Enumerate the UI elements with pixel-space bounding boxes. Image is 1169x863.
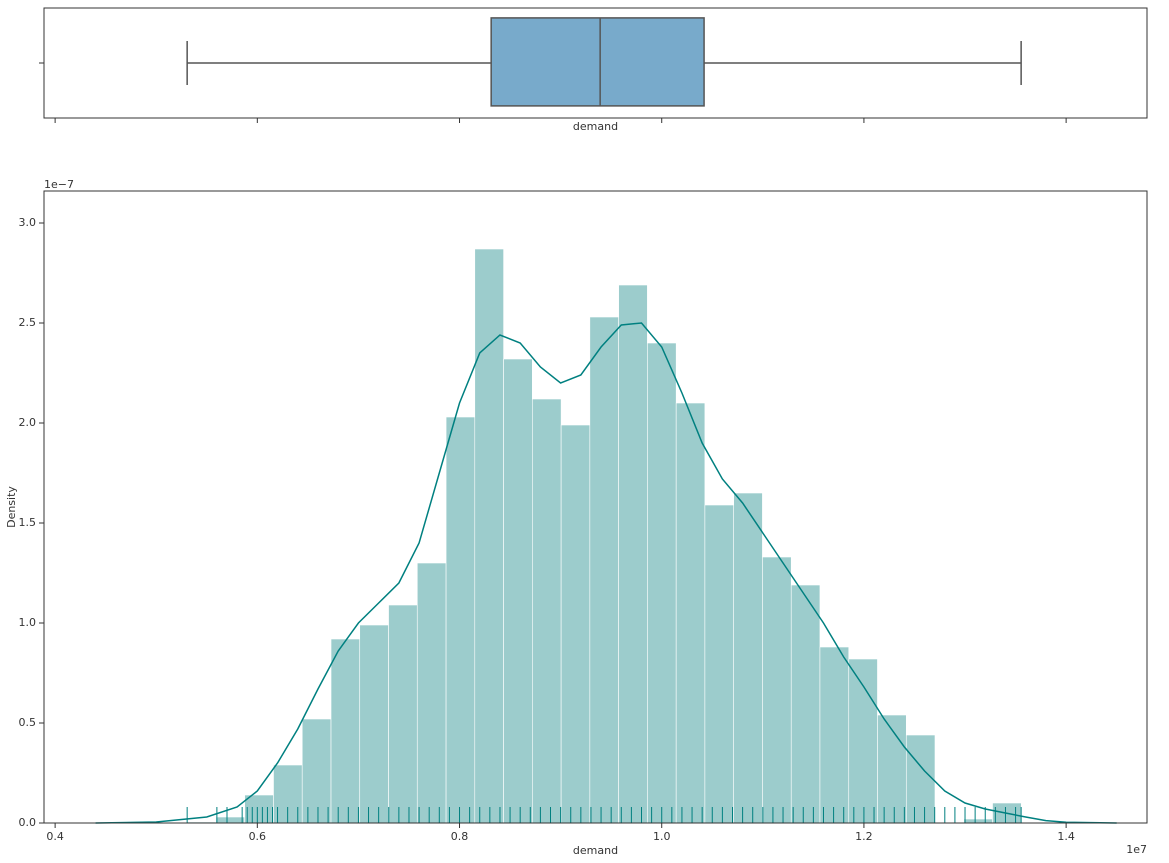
hist-bar — [877, 714, 907, 824]
hist-bar — [790, 584, 821, 824]
hist-bar — [215, 816, 245, 824]
y-tick-label: 1.5 — [19, 516, 37, 529]
hist-bar — [244, 794, 274, 824]
hist-bar — [416, 562, 447, 824]
x-tick-label: 1.0 — [653, 830, 671, 843]
hist-bar — [647, 342, 677, 824]
y-offset-label: 1e−7 — [44, 178, 74, 191]
hist-bar — [589, 316, 619, 824]
x-tick-label: 0.4 — [46, 830, 64, 843]
hist-bar — [388, 604, 418, 824]
hist-bar — [503, 358, 533, 824]
kde-line — [95, 322, 1117, 824]
hist-bar — [359, 624, 389, 824]
x-axis-label: demand — [573, 120, 618, 133]
hist-bar — [963, 818, 993, 824]
x-tick-label: 0.6 — [249, 830, 267, 843]
hist-bar — [330, 638, 361, 824]
hist-bar — [618, 284, 648, 824]
hist-bar — [733, 492, 763, 824]
y-tick-label: 3.0 — [19, 216, 37, 229]
hist-bar — [762, 556, 792, 824]
hist-bar — [704, 504, 735, 824]
x-tick-label: 1.2 — [855, 830, 873, 843]
x-tick-label: 1.4 — [1057, 830, 1075, 843]
y-axis-label: Density — [5, 486, 18, 528]
y-tick-label: 2.0 — [19, 416, 37, 429]
hist-bar — [848, 658, 878, 824]
y-tick-label: 1.0 — [19, 616, 37, 629]
x-tick-label: 0.8 — [451, 830, 469, 843]
x-offset-label: 1e7 — [1126, 843, 1147, 856]
y-tick-label: 0.0 — [19, 816, 37, 829]
axes-frame — [43, 190, 1148, 824]
hist-bar — [819, 646, 850, 824]
y-tick-label: 0.5 — [19, 716, 37, 729]
hist-bar — [675, 402, 706, 824]
hist-bar — [905, 734, 936, 824]
x-axis-label: demand — [573, 844, 618, 857]
hist-bar — [445, 416, 476, 824]
hist-bar — [301, 718, 332, 824]
hist-bar — [532, 398, 562, 824]
box — [490, 17, 705, 107]
hist-bar — [560, 424, 591, 824]
y-tick-label: 2.5 — [19, 316, 37, 329]
